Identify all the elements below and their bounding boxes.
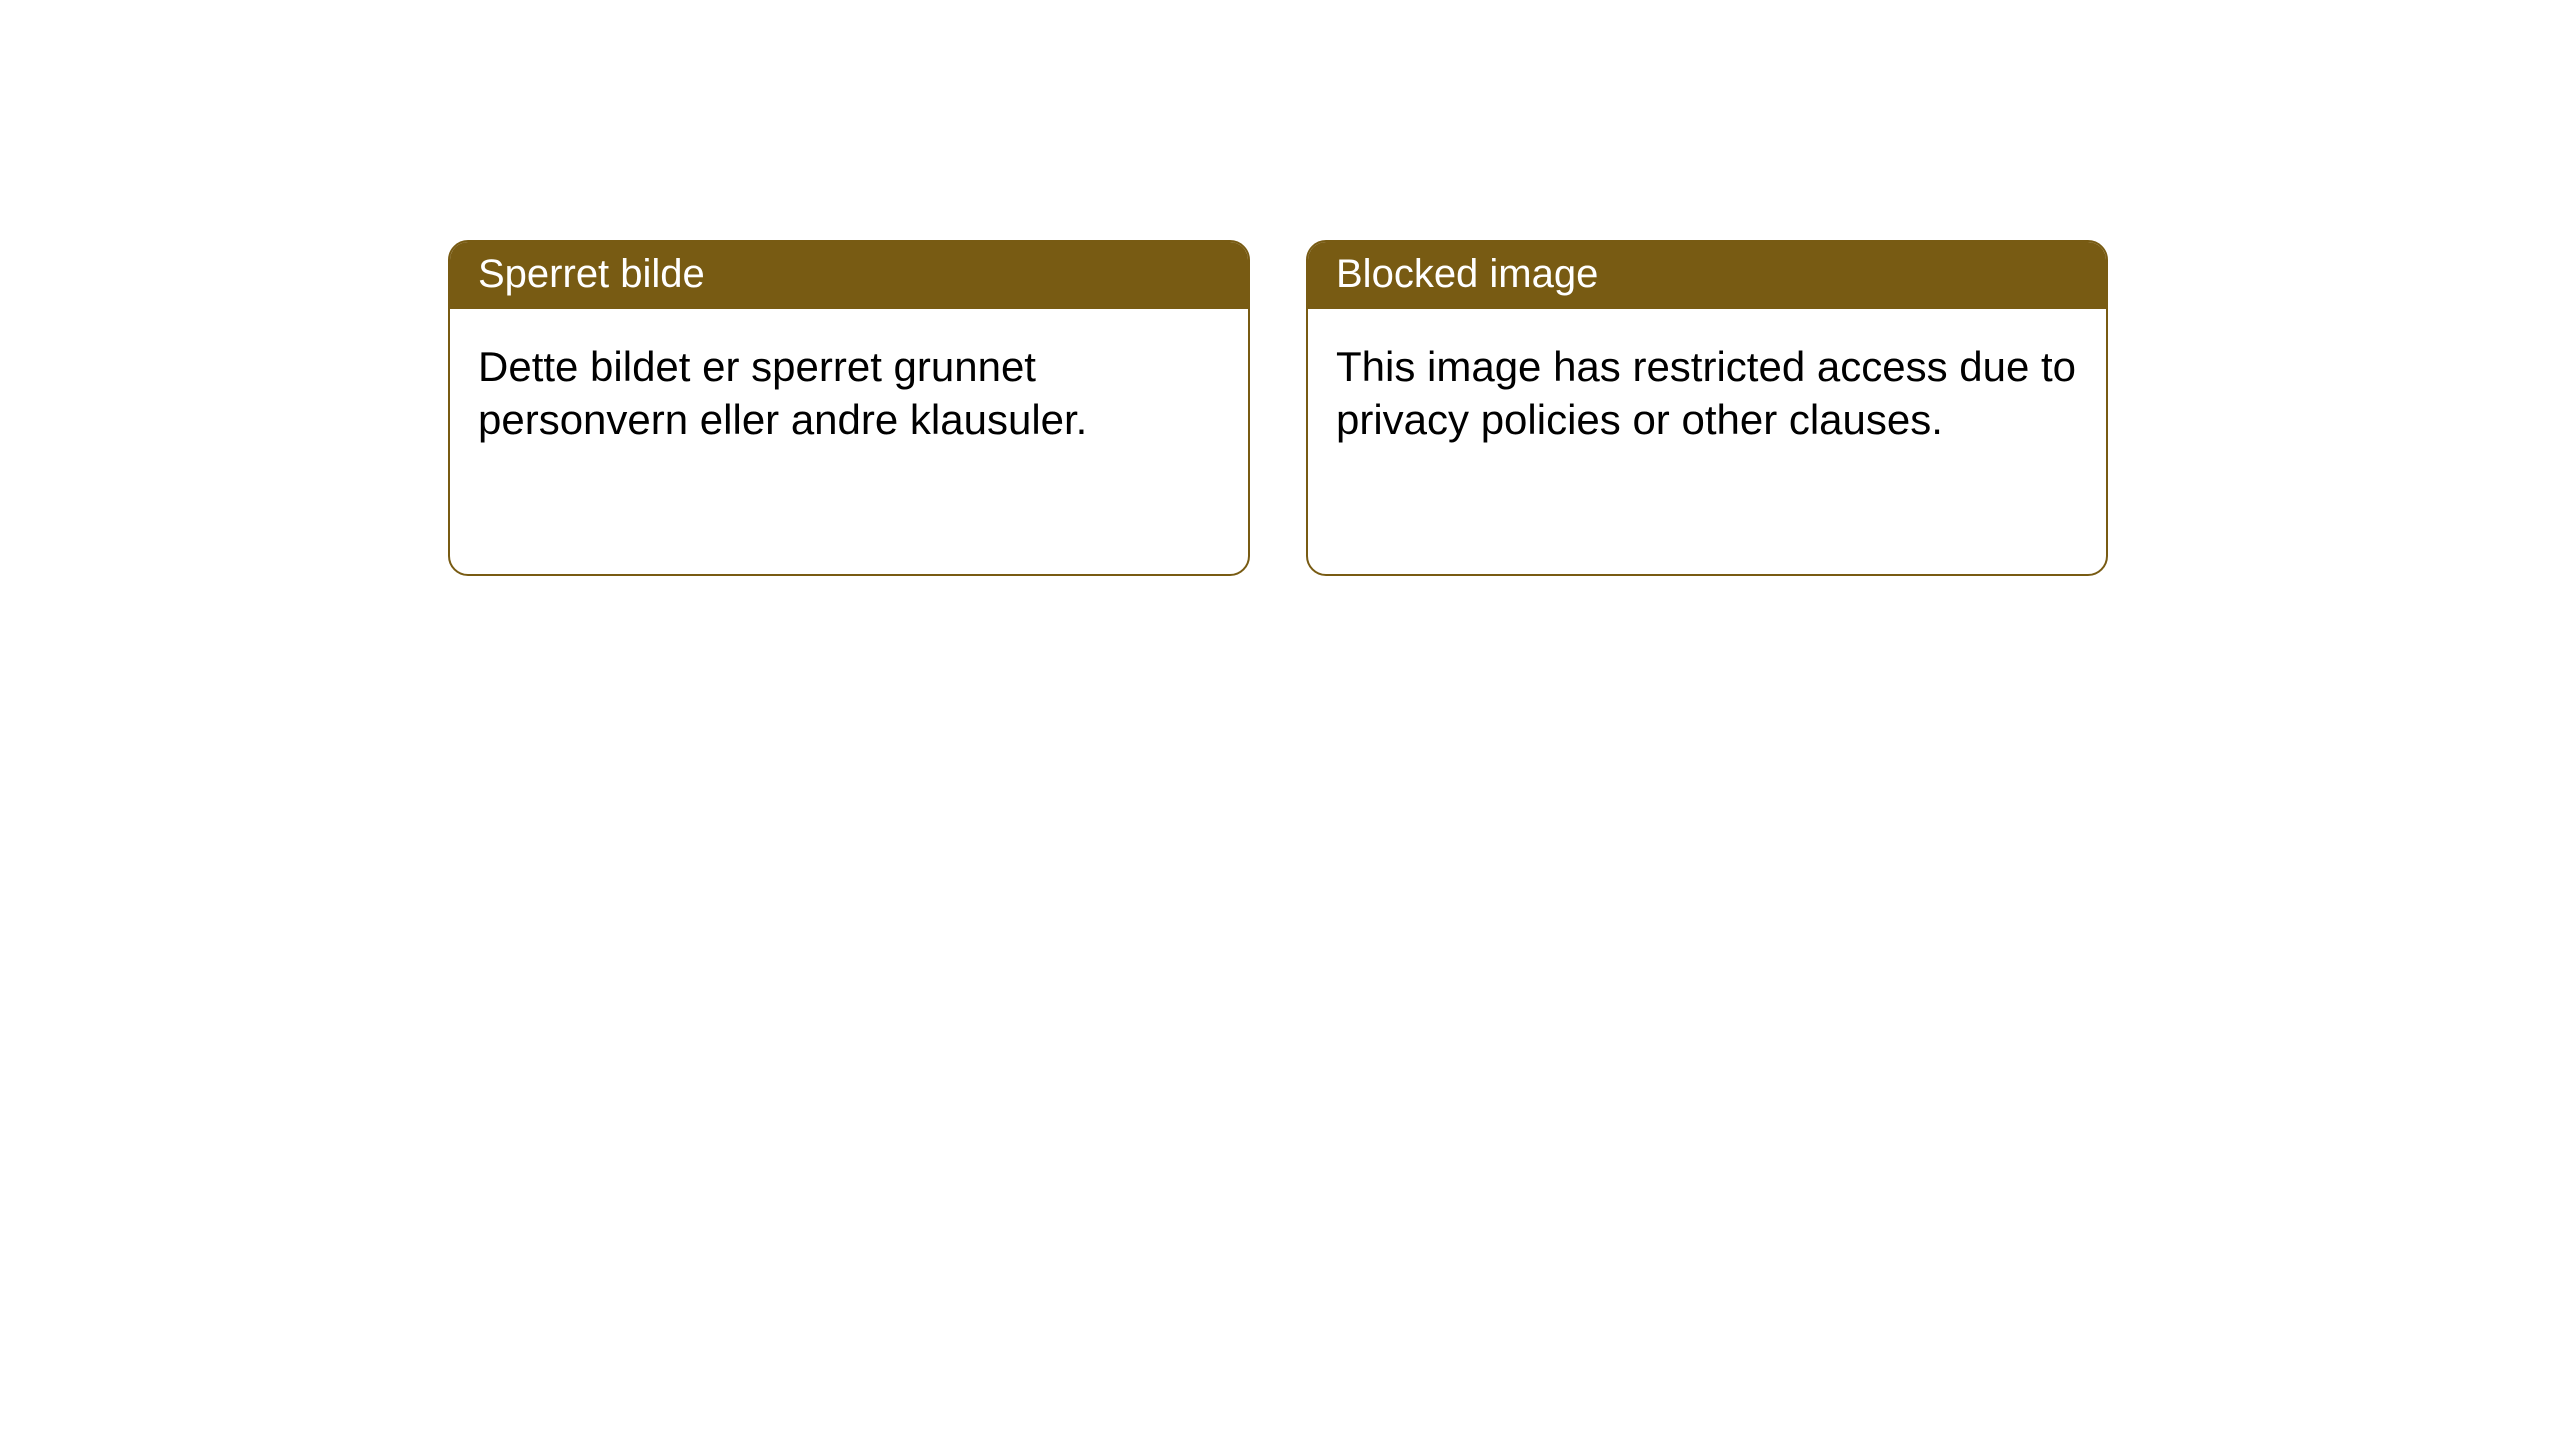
- notice-title: Blocked image: [1336, 252, 2078, 297]
- notice-title: Sperret bilde: [478, 252, 1220, 297]
- notice-card-norwegian: Sperret bilde Dette bildet er sperret gr…: [448, 240, 1250, 576]
- notice-body: This image has restricted access due to …: [1308, 309, 2106, 478]
- notice-header: Sperret bilde: [450, 242, 1248, 309]
- notice-card-english: Blocked image This image has restricted …: [1306, 240, 2108, 576]
- notice-text: Dette bildet er sperret grunnet personve…: [478, 341, 1220, 446]
- notice-text: This image has restricted access due to …: [1336, 341, 2078, 446]
- notice-container: Sperret bilde Dette bildet er sperret gr…: [448, 240, 2108, 576]
- notice-header: Blocked image: [1308, 242, 2106, 309]
- notice-body: Dette bildet er sperret grunnet personve…: [450, 309, 1248, 478]
